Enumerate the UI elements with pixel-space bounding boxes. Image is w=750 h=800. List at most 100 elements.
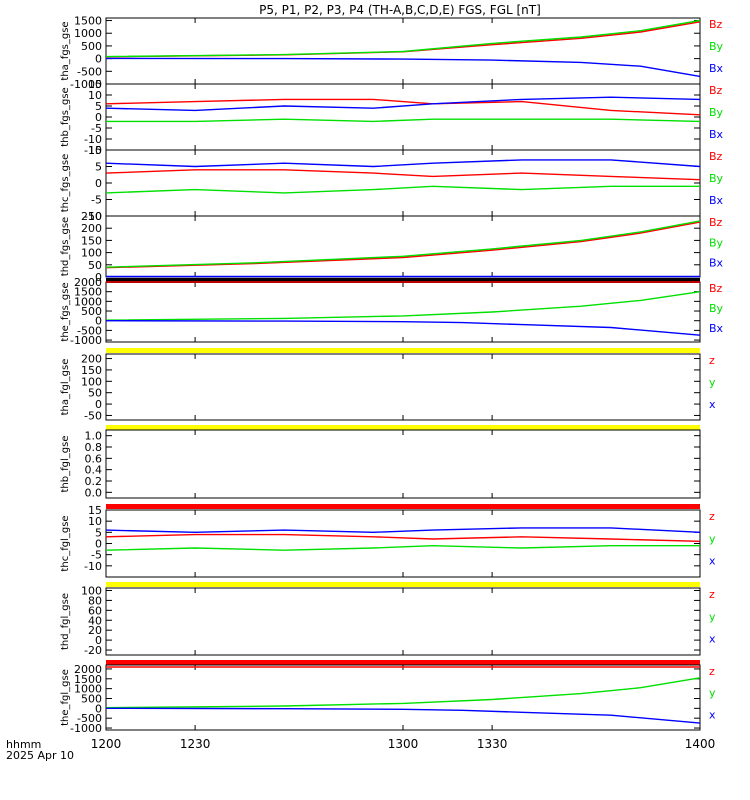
series-line-Bz	[105, 98, 701, 116]
legend-label: z	[709, 588, 715, 601]
y-tick-label: 0.8	[85, 441, 103, 454]
panel-frame	[105, 281, 701, 343]
y-tick-label: -1000	[70, 722, 102, 735]
series-line-x	[105, 527, 701, 534]
y-axis-label: thd_fgl_gse	[60, 593, 71, 650]
legend-label: Bx	[709, 257, 724, 270]
y-axis-label: thc_fgl_gse	[60, 515, 71, 571]
y-tick-label: -10	[84, 133, 102, 146]
y-tick-label: -500	[77, 324, 102, 337]
y-tick-label: -1000	[70, 334, 102, 347]
y-tick-label: -500	[77, 65, 102, 78]
y-axis-label: the_fgl_gse	[60, 669, 71, 726]
y-tick-label: 0	[95, 177, 102, 190]
y-axis-label: the_fgs_gse	[60, 282, 71, 341]
y-tick-label: 10	[88, 144, 102, 157]
y-tick-label: 200	[81, 353, 102, 366]
panel-frame	[105, 664, 701, 731]
y-tick-label: 0	[95, 702, 102, 715]
legend-label: y	[709, 376, 716, 389]
panel-thc_fgs_gse: -10 -5 0 5 10 thc_fgs_gse Bz By Bx	[60, 144, 724, 223]
time-tick-label: 1330	[477, 737, 508, 751]
y-tick-label: 0.2	[85, 475, 103, 488]
y-tick-label: 1000	[74, 295, 102, 308]
y-tick-label: 15	[88, 78, 102, 91]
y-tick-label: -500	[77, 712, 102, 725]
y-tick-label: -1000	[70, 78, 102, 91]
quality-bar	[106, 348, 700, 353]
y-tick-label: 100	[81, 375, 102, 388]
panel-frame	[105, 429, 701, 499]
series-line-Bx	[105, 320, 701, 336]
y-tick-label: -10	[84, 560, 102, 573]
y-tick-label: 200	[81, 222, 102, 235]
quality-bar	[106, 504, 700, 509]
panel-frame	[105, 509, 701, 578]
legend-label: Bz	[709, 18, 723, 31]
y-tick-label: 1.0	[85, 430, 103, 443]
legend-label: x	[709, 398, 716, 411]
quality-bar	[106, 582, 700, 587]
y-tick-label: 2000	[74, 276, 102, 289]
y-tick-label: 500	[81, 305, 102, 318]
y-tick-label: 0	[95, 315, 102, 328]
y-tick-label: 10	[88, 515, 102, 528]
panel-frame	[105, 215, 701, 278]
legend-label: Bx	[709, 128, 724, 141]
series-line-Bz	[105, 169, 701, 181]
time-tick-label: 1300	[388, 737, 419, 751]
y-tick-label: 2000	[74, 663, 102, 676]
y-tick-label: 5	[95, 100, 102, 113]
y-tick-label: 50	[88, 387, 102, 400]
legend-label: z	[709, 665, 715, 678]
figure-title: P5, P1, P2, P3, P4 (TH-A,B,C,D,E) FGS, F…	[259, 3, 541, 17]
legend-label: x	[709, 633, 716, 646]
y-tick-label: 0.6	[85, 452, 103, 465]
legend-label: Bz	[709, 84, 723, 97]
legend-label: By	[709, 40, 724, 53]
y-tick-label: 80	[88, 594, 102, 607]
legend-label: By	[709, 236, 724, 249]
y-tick-label: 5	[95, 161, 102, 174]
y-tick-label: 100	[81, 584, 102, 597]
y-tick-label: -5	[91, 194, 102, 207]
legend-label: x	[709, 555, 716, 568]
legend-label: Bz	[709, 150, 723, 163]
y-tick-label: -15	[84, 144, 102, 157]
series-line-z	[105, 533, 701, 542]
legend-label: y	[709, 532, 716, 545]
series-line-Bx	[105, 57, 701, 78]
y-tick-label: 0	[95, 634, 102, 647]
y-axis-label: thb_fgs_gse	[60, 87, 71, 146]
y-tick-label: 0	[95, 53, 102, 66]
y-tick-label: 0	[95, 538, 102, 551]
legend-label: By	[709, 106, 724, 119]
series-line-By	[105, 19, 701, 58]
legend-label: z	[709, 354, 715, 367]
panel-frame	[105, 353, 701, 421]
y-tick-label: 500	[81, 40, 102, 53]
quality-bar	[106, 425, 700, 430]
y-tick-label: 1000	[74, 683, 102, 696]
y-tick-label: 50	[88, 259, 102, 272]
y-tick-label: 100	[81, 247, 102, 260]
series-line-Bx	[105, 96, 701, 112]
y-tick-label: 150	[81, 364, 102, 377]
y-tick-label: -50	[84, 409, 102, 422]
series-line-By	[105, 291, 701, 321]
legend-label: Bz	[709, 216, 723, 229]
legend-label: Bx	[709, 62, 724, 75]
series-line-Bz	[105, 221, 701, 269]
time-tick-label: 1200	[91, 737, 122, 751]
y-axis-label: thc_fgs_gse	[60, 154, 71, 213]
y-axis-label: tha_fgl_gse	[60, 359, 71, 416]
series-line-y	[105, 677, 701, 709]
quality-bar	[106, 660, 700, 665]
series-line-By	[105, 185, 700, 194]
